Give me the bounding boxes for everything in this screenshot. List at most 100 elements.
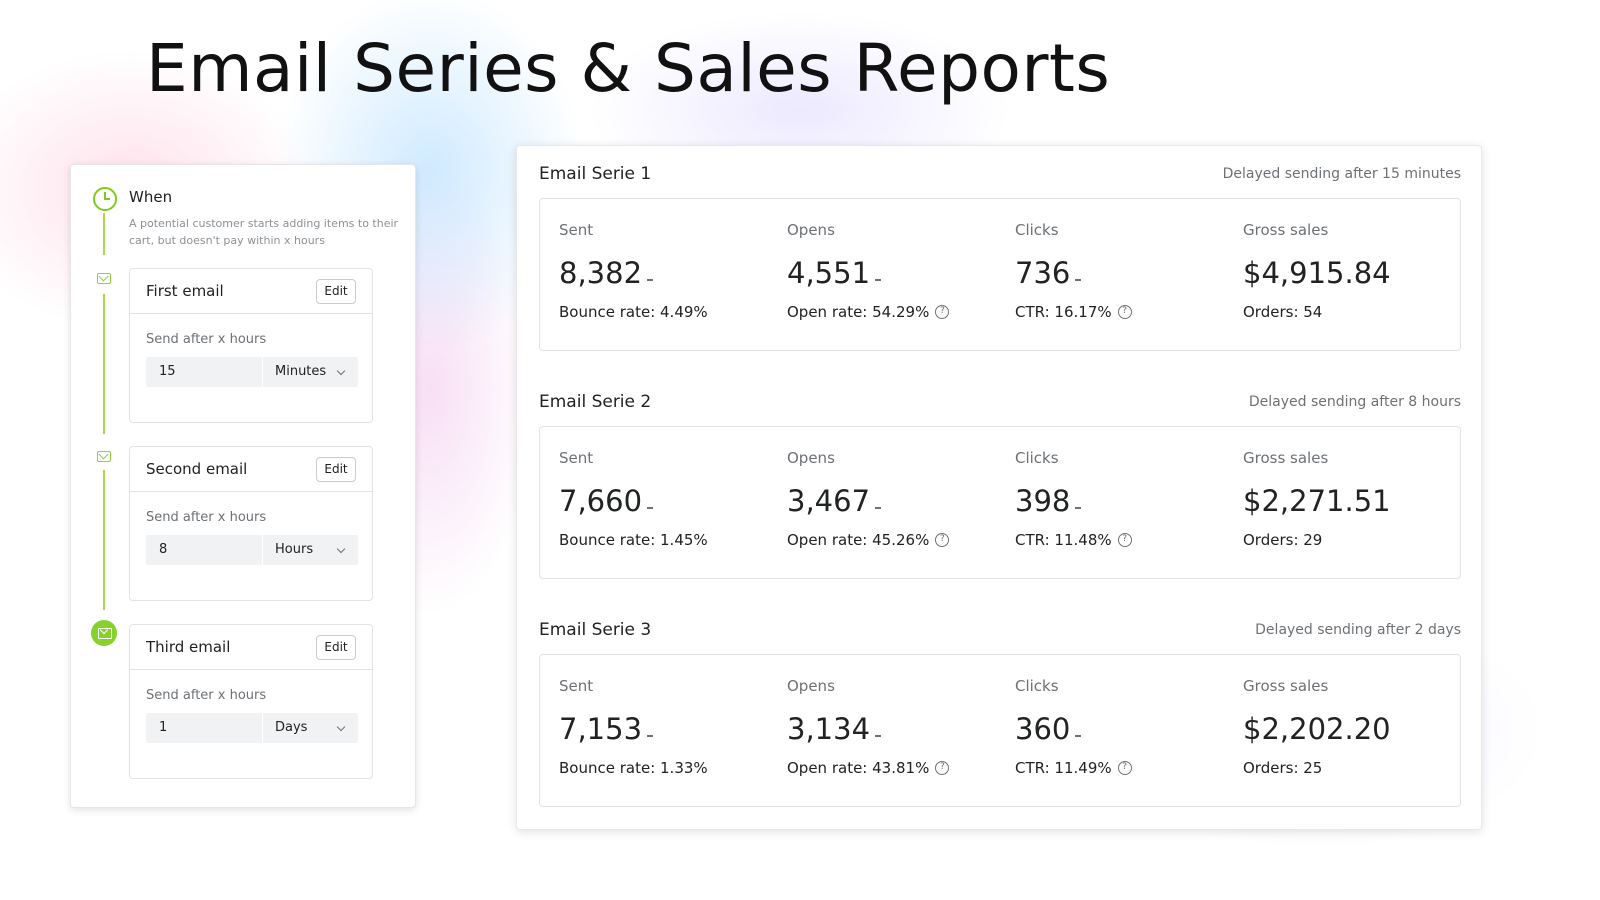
email-step-card: Second email Edit Send after x hours 8 H… (129, 446, 373, 601)
dash-icon (647, 279, 654, 281)
serie-title: Email Serie 1 (539, 164, 652, 184)
help-circle-icon[interactable]: ? (935, 305, 950, 319)
serie-stats: Sent 7,153 Bounce rate: 1.33% Opens 3,13… (539, 654, 1461, 807)
serie-delay-text: Delayed sending after 2 days (1255, 622, 1461, 638)
dash-icon (875, 507, 882, 509)
edit-button[interactable]: Edit (316, 634, 356, 660)
stat-label: Sent (559, 449, 594, 467)
delay-field-label: Send after x hours (146, 510, 267, 525)
stat-value: 8,382 (559, 256, 787, 290)
chevron-down-icon (336, 544, 346, 554)
stat-label: Opens (787, 449, 835, 467)
stat-number: 398 (1015, 484, 1071, 518)
help-circle-icon[interactable]: ? (935, 533, 950, 547)
stat-clicks: Clicks 398 CTR: 11.48%? (1015, 427, 1243, 578)
email-step-header: Third email Edit (130, 625, 372, 670)
stat-opens: Opens 3,467 Open rate: 45.26%? (787, 427, 1015, 578)
delay-value-input[interactable]: 15 (146, 357, 263, 387)
serie-title: Email Serie 3 (539, 620, 652, 640)
stat-value: 3,134 (787, 712, 1015, 746)
stat-sub: Bounce rate: 4.49% (559, 303, 787, 321)
stat-number: 8,382 (559, 256, 643, 290)
dash-icon (875, 735, 882, 737)
edit-button[interactable]: Edit (316, 456, 356, 482)
delay-unit-select[interactable]: Days (263, 713, 358, 743)
delay-field: 1 Days (146, 713, 358, 743)
serie-delay-text: Delayed sending after 15 minutes (1222, 166, 1461, 182)
stat-clicks: Clicks 360 CTR: 11.49%? (1015, 655, 1243, 806)
email-step-header: First email Edit (130, 269, 372, 314)
stat-number: $2,202.20 (1243, 712, 1391, 746)
delay-unit-label: Minutes (275, 364, 327, 379)
dash-icon (647, 735, 654, 737)
delay-unit-label: Hours (275, 542, 314, 557)
stat-number: 3,134 (787, 712, 871, 746)
dash-icon (1075, 507, 1082, 509)
timeline-connector (103, 470, 105, 610)
stat-value: 360 (1015, 712, 1243, 746)
delay-unit-label: Days (275, 720, 308, 735)
mail-icon (97, 273, 111, 284)
stat-number: 360 (1015, 712, 1071, 746)
dash-icon (875, 279, 882, 281)
stat-sent: Sent 7,660 Bounce rate: 1.45% (559, 427, 787, 578)
stat-sub-text: CTR: 11.48% (1015, 531, 1112, 549)
delay-value-input[interactable]: 1 (146, 713, 263, 743)
email-serie-report: Email Serie 3 Delayed sending after 2 da… (539, 602, 1461, 807)
timeline-connector (103, 294, 105, 434)
delay-unit-select[interactable]: Minutes (263, 357, 358, 387)
timeline-connector (103, 213, 105, 255)
stat-number: $2,271.51 (1243, 484, 1391, 518)
stat-gross-sales: Gross sales $2,271.51 Orders: 29 (1243, 427, 1441, 578)
stat-label: Gross sales (1243, 221, 1329, 239)
stat-clicks: Clicks 736 CTR: 16.17%? (1015, 199, 1243, 350)
serie-header: Email Serie 1 Delayed sending after 15 m… (539, 146, 1461, 198)
delay-field: 15 Minutes (146, 357, 358, 387)
help-circle-icon[interactable]: ? (935, 761, 950, 775)
stat-value: 7,153 (559, 712, 787, 746)
stat-label: Opens (787, 221, 835, 239)
stat-number: 736 (1015, 256, 1071, 290)
delay-field-label: Send after x hours (146, 332, 267, 347)
edit-button[interactable]: Edit (316, 278, 356, 304)
serie-stats: Sent 7,660 Bounce rate: 1.45% Opens 3,46… (539, 426, 1461, 579)
email-step-name: First email (146, 282, 224, 300)
stat-sub: Orders: 54 (1243, 303, 1441, 321)
stat-value: $2,202.20 (1243, 712, 1441, 746)
email-step-header: Second email Edit (130, 447, 372, 492)
help-circle-icon[interactable]: ? (1117, 305, 1132, 319)
stat-sub: CTR: 16.17%? (1015, 303, 1243, 321)
stat-sub-text: Open rate: 43.81% (787, 759, 930, 777)
help-circle-icon[interactable]: ? (1117, 533, 1132, 547)
stat-number: $4,915.84 (1243, 256, 1391, 290)
stat-label: Sent (559, 677, 594, 695)
sales-report-panel: Email Serie 1 Delayed sending after 15 m… (516, 145, 1482, 830)
stat-gross-sales: Gross sales $2,202.20 Orders: 25 (1243, 655, 1441, 806)
stat-sub-text: Open rate: 45.26% (787, 531, 930, 549)
email-serie-report: Email Serie 1 Delayed sending after 15 m… (539, 146, 1461, 351)
stat-sub: Orders: 29 (1243, 531, 1441, 549)
email-serie-report: Email Serie 2 Delayed sending after 8 ho… (539, 374, 1461, 579)
serie-header: Email Serie 2 Delayed sending after 8 ho… (539, 374, 1461, 426)
stat-sub: Open rate: 54.29%? (787, 303, 1015, 321)
delay-unit-select[interactable]: Hours (263, 535, 358, 565)
stat-label: Clicks (1015, 449, 1059, 467)
stat-sub-text: Orders: 25 (1243, 759, 1323, 777)
stat-label: Clicks (1015, 221, 1059, 239)
serie-stats: Sent 8,382 Bounce rate: 4.49% Opens 4,55… (539, 198, 1461, 351)
stat-label: Gross sales (1243, 449, 1329, 467)
stat-sub-text: Bounce rate: 4.49% (559, 303, 708, 321)
stat-label: Clicks (1015, 677, 1059, 695)
stat-value: $2,271.51 (1243, 484, 1441, 518)
stat-label: Gross sales (1243, 677, 1329, 695)
help-circle-icon[interactable]: ? (1117, 761, 1132, 775)
serie-title: Email Serie 2 (539, 392, 652, 412)
stat-sub: Bounce rate: 1.45% (559, 531, 787, 549)
email-step-name: Third email (146, 638, 231, 656)
delay-value-input[interactable]: 8 (146, 535, 263, 565)
stat-value: 3,467 (787, 484, 1015, 518)
stat-gross-sales: Gross sales $4,915.84 Orders: 54 (1243, 199, 1441, 350)
stat-number: 7,660 (559, 484, 643, 518)
email-flow-panel: When A potential customer starts adding … (70, 164, 416, 808)
stat-sub-text: Bounce rate: 1.33% (559, 759, 708, 777)
